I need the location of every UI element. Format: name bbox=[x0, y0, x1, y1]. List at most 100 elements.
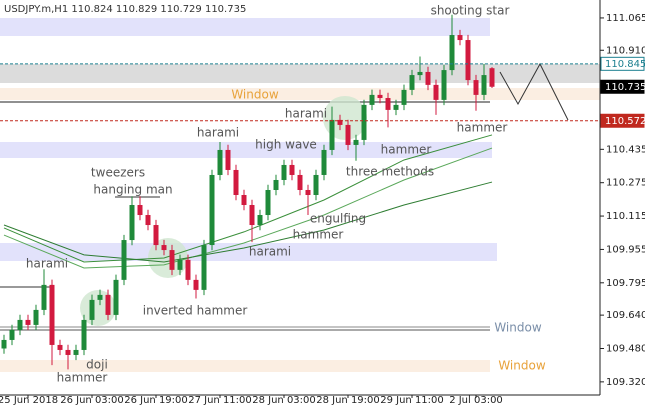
price-tag bbox=[600, 113, 645, 128]
price-tag-label: 110.735 bbox=[605, 82, 645, 93]
candle-body bbox=[353, 139, 359, 145]
candle-body bbox=[273, 179, 279, 190]
candle-body bbox=[121, 240, 127, 280]
y-tick-label: 109.955 bbox=[606, 244, 645, 255]
candle-body bbox=[465, 40, 471, 81]
y-tick-label: 111.065 bbox=[606, 13, 645, 24]
candle-body bbox=[377, 94, 383, 99]
price-tag bbox=[600, 79, 645, 94]
candle-body bbox=[473, 80, 479, 95]
price-tag-label: 110.845 bbox=[605, 59, 645, 70]
candle-body bbox=[289, 164, 295, 175]
y-tick-label: 109.480 bbox=[606, 343, 645, 354]
candle-body bbox=[97, 294, 103, 300]
annotation: harami bbox=[26, 257, 68, 271]
annotation: hanging man bbox=[93, 183, 172, 197]
zone bbox=[0, 88, 600, 100]
price-tag-label: 110.572 bbox=[605, 116, 645, 127]
zone bbox=[0, 64, 600, 83]
annotation: harami bbox=[249, 245, 291, 259]
candle-body bbox=[185, 259, 191, 280]
candle-body bbox=[489, 68, 495, 87]
candle-body bbox=[321, 149, 327, 175]
x-tick-label: 26 Jun 03:00 bbox=[60, 395, 124, 406]
price-tag bbox=[600, 56, 645, 71]
candle-body bbox=[409, 75, 415, 90]
annotation: inverted hammer bbox=[143, 304, 248, 318]
candle-body bbox=[17, 319, 23, 330]
candle-body bbox=[433, 84, 439, 100]
candle-body bbox=[249, 205, 255, 226]
candle-body bbox=[201, 245, 207, 290]
annotation: Window bbox=[494, 321, 542, 335]
annotation: hammer bbox=[57, 371, 108, 385]
moving-average bbox=[3, 181, 493, 263]
annotation: three methods bbox=[346, 165, 434, 179]
candle-body bbox=[153, 225, 159, 246]
zone bbox=[0, 142, 492, 158]
x-tick-label: 29 Jun 11:00 bbox=[380, 395, 444, 406]
candle-body bbox=[241, 194, 247, 206]
candle-body bbox=[345, 124, 351, 145]
x-tick-label: 26 Jun 19:00 bbox=[124, 395, 188, 406]
candle-body bbox=[177, 259, 183, 270]
candle-body bbox=[25, 319, 31, 325]
annotation: Window bbox=[498, 359, 546, 373]
y-tick-label: 109.320 bbox=[606, 377, 645, 388]
zone bbox=[0, 18, 490, 36]
candle-body bbox=[81, 319, 87, 350]
candle-body bbox=[193, 279, 199, 290]
y-tick-label: 110.275 bbox=[606, 178, 645, 189]
candle-body bbox=[329, 119, 335, 150]
candle-body bbox=[281, 164, 287, 180]
candle-body bbox=[265, 189, 271, 216]
x-tick-label: 28 Jun 19:00 bbox=[316, 395, 380, 406]
candle-body bbox=[401, 89, 407, 105]
candle-body bbox=[297, 174, 303, 190]
candle-body bbox=[441, 70, 447, 100]
annotation: shooting star bbox=[431, 4, 510, 18]
candle-body bbox=[425, 71, 431, 85]
candle-body bbox=[57, 344, 63, 350]
x-tick-label: 2 Jul 03:00 bbox=[449, 395, 503, 406]
candle-body bbox=[361, 104, 367, 140]
candle-body bbox=[209, 174, 215, 246]
annotation: high wave bbox=[255, 138, 317, 152]
candle-body bbox=[369, 94, 375, 105]
candle-body bbox=[145, 215, 151, 226]
candle-body bbox=[9, 329, 15, 340]
annotation: engulfing bbox=[310, 212, 366, 226]
candle-body bbox=[313, 174, 319, 195]
candle-body bbox=[113, 279, 119, 315]
candle-body bbox=[225, 149, 231, 170]
plot bbox=[1, 14, 495, 370]
candle-body bbox=[417, 71, 423, 76]
candle-body bbox=[49, 284, 55, 345]
candle-body bbox=[33, 309, 39, 325]
candle-body bbox=[481, 75, 487, 95]
candle-body bbox=[257, 215, 263, 226]
y-tick-label: 110.435 bbox=[606, 144, 645, 155]
candle-body bbox=[41, 284, 47, 310]
annotation: harami bbox=[197, 126, 239, 140]
annotation: tweezers bbox=[91, 166, 145, 180]
annotation: hammer bbox=[293, 228, 344, 242]
candle-body bbox=[65, 349, 71, 355]
annotation: doji bbox=[86, 358, 108, 372]
y-tick-label: 109.640 bbox=[606, 310, 645, 321]
candle-body bbox=[89, 299, 95, 320]
candle-body bbox=[169, 250, 175, 270]
x-tick-label: 28 Jun 03:00 bbox=[252, 395, 316, 406]
candle-body bbox=[337, 119, 343, 125]
annotation: Window bbox=[231, 88, 279, 102]
candle-body bbox=[449, 35, 455, 71]
projection bbox=[499, 62, 569, 121]
candle-body bbox=[73, 349, 79, 355]
y-tick-label: 110.115 bbox=[606, 211, 645, 222]
annotation: hammer bbox=[381, 143, 432, 157]
y-tick-label: 109.795 bbox=[606, 278, 645, 289]
candle-body bbox=[217, 149, 223, 175]
candle-body bbox=[393, 104, 399, 110]
